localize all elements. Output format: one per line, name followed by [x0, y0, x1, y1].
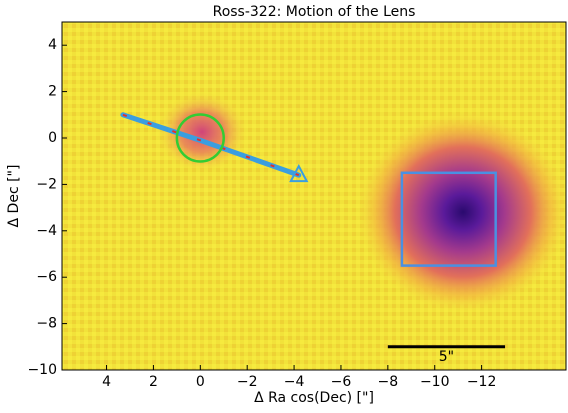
y-tick-label: −10 [27, 362, 57, 378]
end-triangle [289, 163, 309, 183]
lens-track-dashes [122, 113, 300, 177]
y-tick-label: −2 [36, 176, 57, 192]
x-axis-label: Δ Ra cos(Dec) ["] [254, 390, 374, 406]
x-tick-label: −6 [331, 374, 352, 390]
y-tick-label: −4 [36, 223, 57, 239]
x-tick-label: −12 [467, 374, 497, 390]
star-source [358, 112, 568, 312]
lens-source [157, 92, 247, 172]
y-tick-label: −6 [36, 269, 57, 285]
star-box [400, 171, 497, 267]
x-tick-label: −8 [378, 374, 399, 390]
y-tick-label: 4 [48, 37, 57, 53]
scale-bar-label: 5" [439, 349, 454, 365]
lens-circle [175, 113, 225, 163]
y-axis-label: Δ Dec ["] [6, 165, 22, 228]
y-tick-label: 2 [48, 84, 57, 100]
x-tick-label: 2 [149, 374, 158, 390]
plot-frame [61, 21, 567, 371]
x-tick-label: 0 [196, 374, 205, 390]
y-tick-label: 0 [48, 130, 57, 146]
y-tick-label: −8 [36, 316, 57, 332]
x-tick-label: −4 [284, 374, 305, 390]
chart-title: Ross-322: Motion of the Lens [213, 4, 416, 20]
x-tick-label: 4 [102, 374, 111, 390]
x-tick-label: −10 [420, 374, 450, 390]
x-tick-label: −2 [237, 374, 258, 390]
